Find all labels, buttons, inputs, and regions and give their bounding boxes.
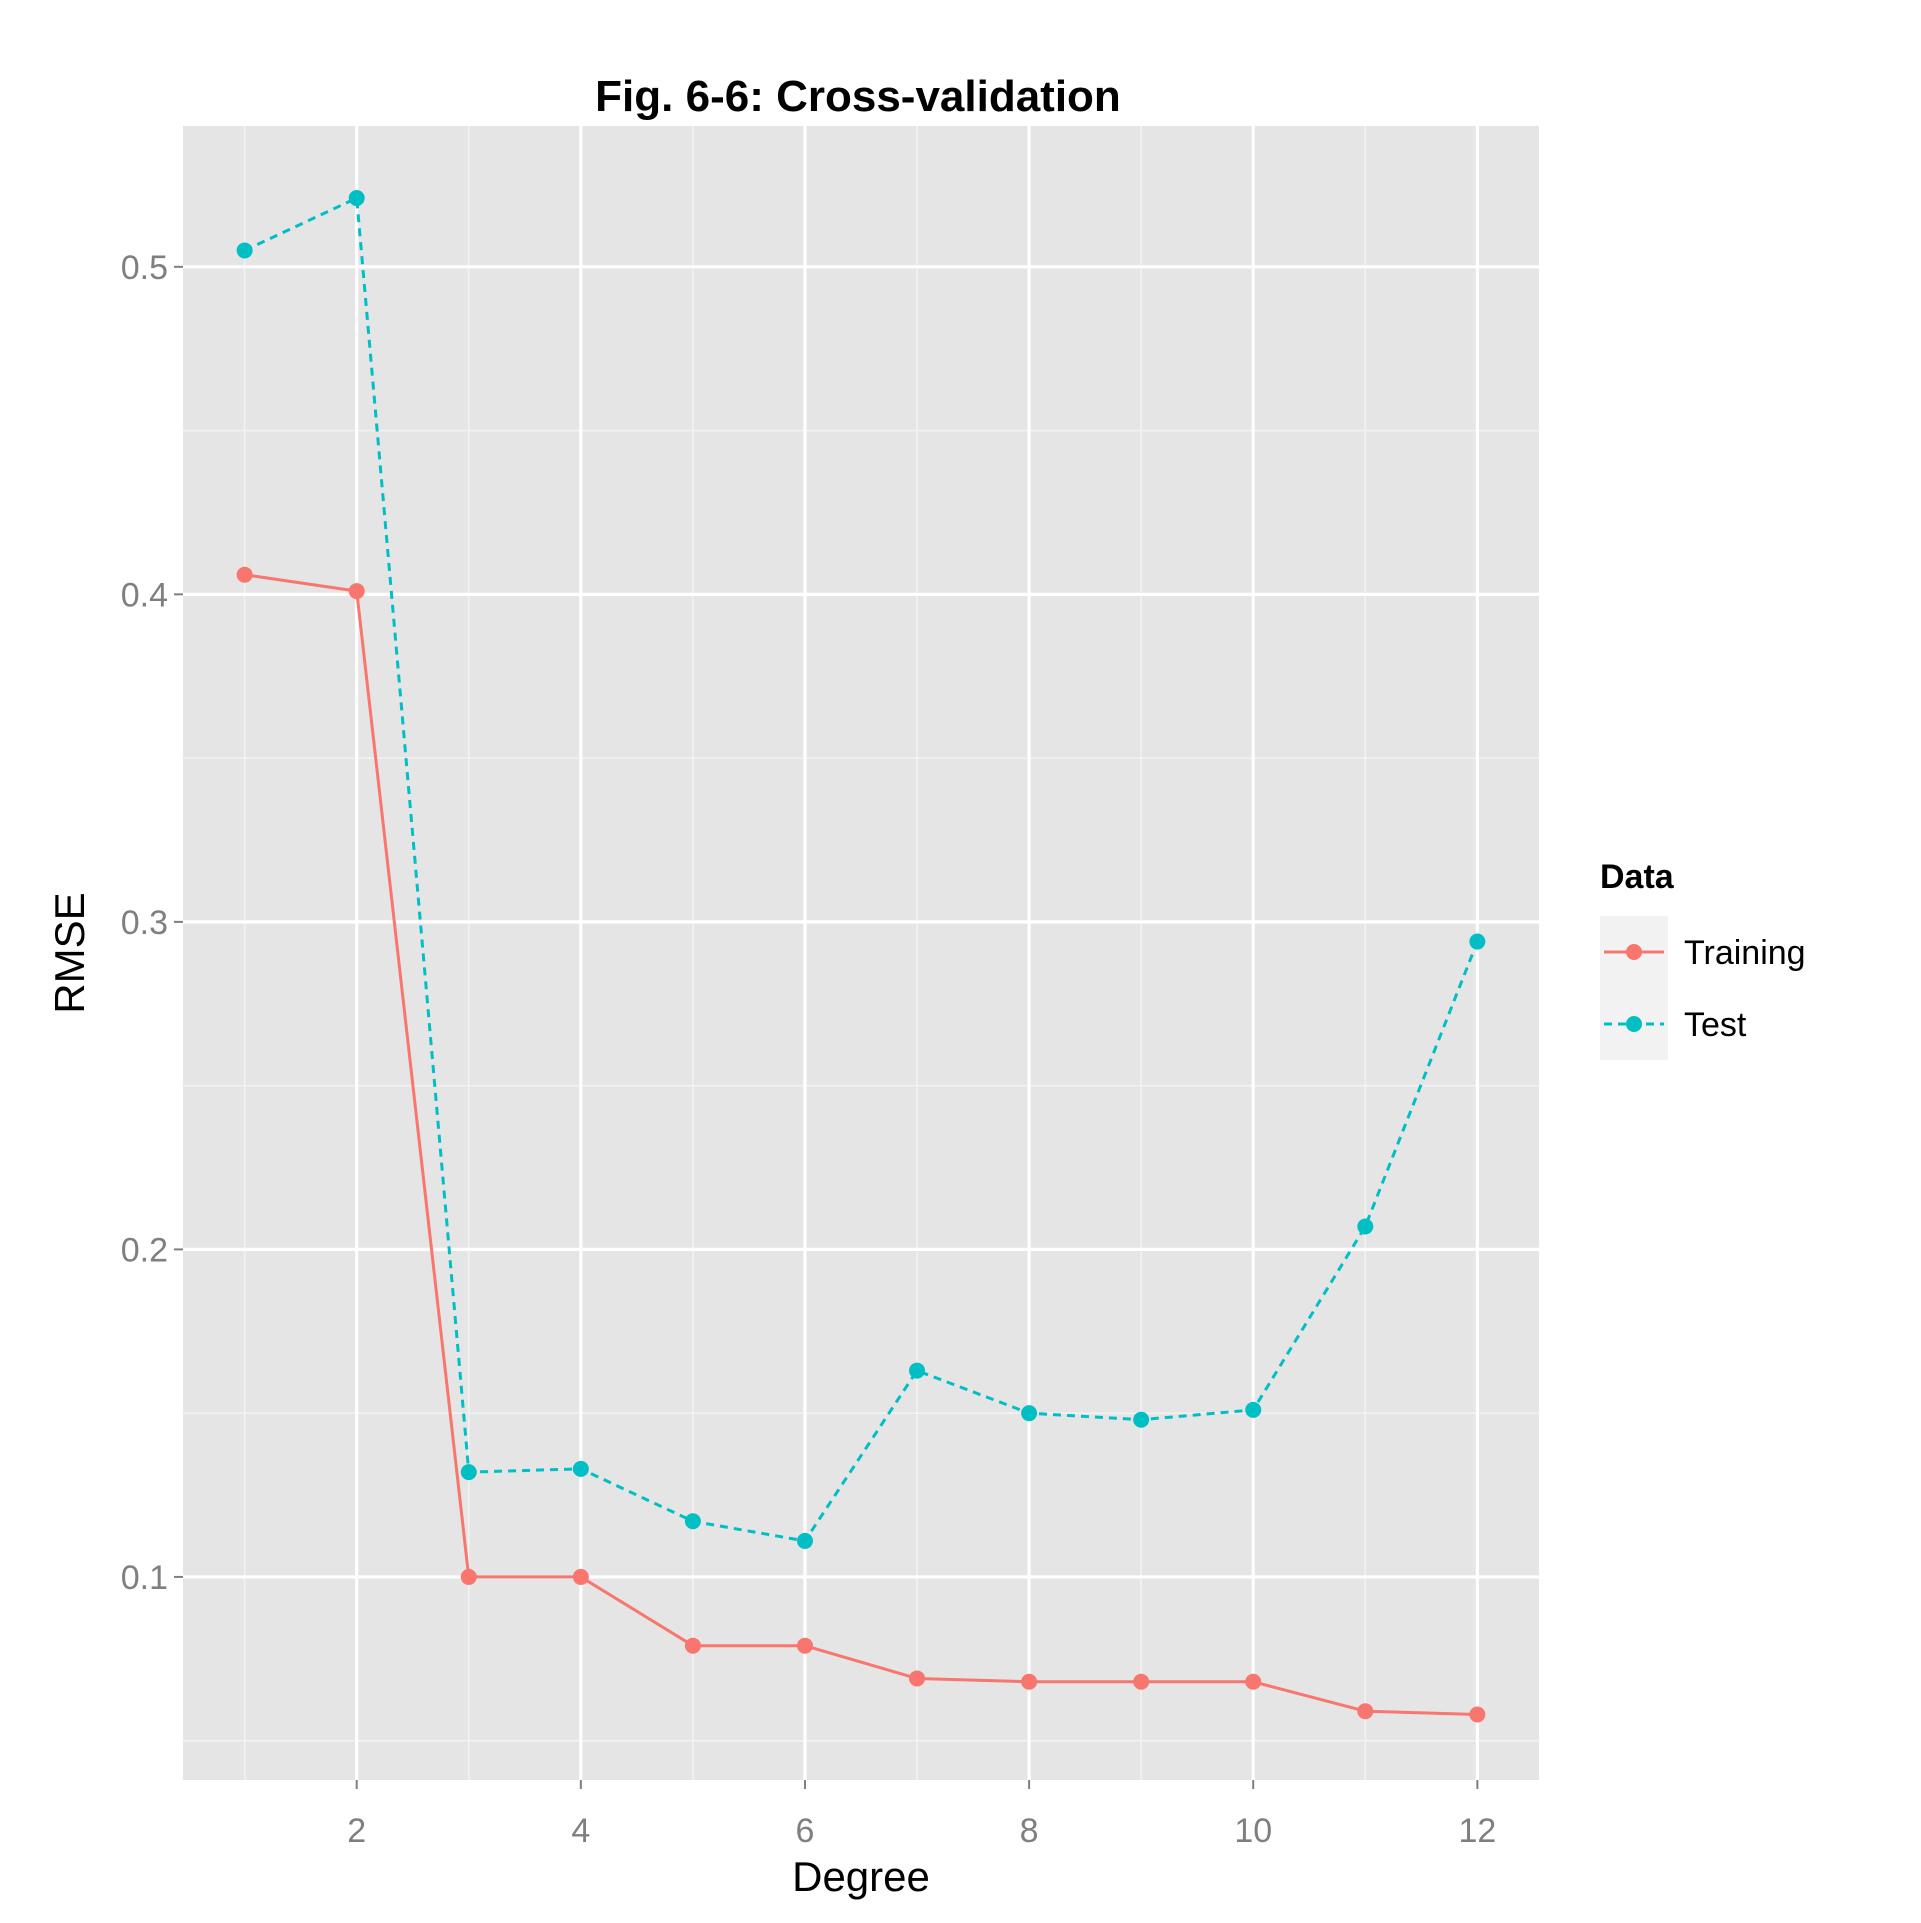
x-tick-label: 8 — [1020, 1812, 1039, 1850]
data-point-training — [1245, 1673, 1262, 1690]
data-point-test — [460, 1464, 477, 1481]
y-axis-title: RMSE — [46, 892, 93, 1013]
data-point-training — [1133, 1673, 1150, 1690]
major-grid — [183, 126, 1539, 1780]
data-point-test — [1245, 1401, 1262, 1418]
data-point-training — [796, 1637, 813, 1654]
y-tick-label: 0.3 — [121, 904, 168, 942]
data-point-test — [909, 1362, 926, 1379]
data-point-test — [1357, 1218, 1374, 1235]
data-point-test — [684, 1513, 701, 1530]
minor-grid — [183, 126, 1539, 1780]
data-point-training — [909, 1670, 926, 1687]
legend-label-training: Training — [1684, 934, 1806, 972]
data-point-test — [348, 190, 365, 207]
x-tick-label: 6 — [796, 1812, 815, 1850]
x-tick-label: 10 — [1234, 1812, 1272, 1850]
y-tick-label: 0.1 — [121, 1559, 168, 1597]
x-tick-label: 2 — [347, 1812, 366, 1850]
data-point-test — [1021, 1405, 1038, 1422]
data-point-test — [1469, 933, 1486, 950]
chart-title: Fig. 6-6: Cross-validation — [595, 72, 1121, 121]
data-point-training — [236, 566, 253, 583]
legend-items: Training Test — [1600, 916, 1806, 1060]
series-line-training — [244, 573, 1478, 1716]
legend-title: Data — [1600, 858, 1675, 896]
series-line-test — [244, 196, 1479, 1543]
legend-key-point-test — [1626, 1016, 1642, 1032]
legend: Data Training Test — [1600, 858, 1806, 1060]
data-point-training — [1469, 1706, 1486, 1723]
legend-label-test: Test — [1684, 1006, 1747, 1044]
data-point-training — [460, 1568, 477, 1585]
x-tick-label: 12 — [1458, 1812, 1496, 1850]
data-point-test — [236, 242, 253, 259]
data-point-training — [348, 583, 365, 600]
x-axis-title: Degree — [792, 1853, 930, 1900]
data-point-training — [684, 1637, 701, 1654]
data-point-test — [572, 1460, 589, 1477]
y-tick-label: 0.4 — [121, 576, 168, 614]
data-point-training — [572, 1568, 589, 1585]
plot-panel — [183, 126, 1539, 1780]
y-tick-label: 0.2 — [121, 1231, 168, 1269]
data-point-training — [1357, 1703, 1374, 1720]
x-axis: 2 4 6 8 10 12 — [347, 1780, 1496, 1850]
data-point-training — [1021, 1673, 1038, 1690]
y-axis: 0.1 0.2 0.3 0.4 0.5 — [121, 249, 183, 1597]
y-tick-label: 0.5 — [121, 249, 168, 287]
series-points — [236, 190, 1486, 1723]
series-lines — [244, 196, 1479, 1716]
legend-key-point-training — [1626, 944, 1642, 960]
data-point-test — [1133, 1411, 1150, 1428]
data-point-test — [796, 1532, 813, 1549]
x-tick-label: 4 — [571, 1812, 590, 1850]
